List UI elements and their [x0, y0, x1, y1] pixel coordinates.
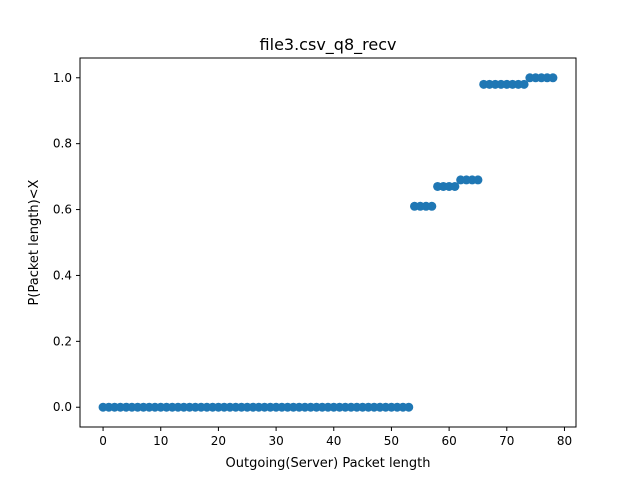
- y-axis: 0.0 0.2 0.4 0.6 0.8 1.0: [53, 71, 80, 414]
- y-axis-label: P(Packet length)<X: [27, 179, 42, 305]
- y-tick-label: 0.2: [53, 334, 72, 348]
- y-tick-label: 0.8: [53, 137, 72, 151]
- scatter-series: [98, 73, 558, 412]
- data-point: [427, 201, 437, 211]
- x-tick-label: 40: [326, 434, 341, 448]
- data-point: [473, 175, 483, 185]
- data-point: [450, 181, 460, 191]
- y-tick-label: 0.6: [53, 203, 72, 217]
- x-tick-label: 80: [557, 434, 572, 448]
- x-tick-label: 70: [499, 434, 514, 448]
- x-tick-label: 0: [99, 434, 107, 448]
- data-point: [404, 402, 414, 412]
- y-tick-label: 0.4: [53, 268, 72, 282]
- plot-frame: [79, 57, 577, 428]
- chart-title: file3.csv_q8_recv: [260, 35, 397, 55]
- data-point: [519, 79, 529, 89]
- data-point: [548, 73, 558, 83]
- x-axis: 0 10 20 30 40 50 60 70 80: [99, 427, 572, 448]
- y-tick-label: 0.0: [53, 400, 72, 414]
- y-tick-label: 1.0: [53, 71, 72, 85]
- x-tick-label: 50: [384, 434, 399, 448]
- x-axis-label: Outgoing(Server) Packet length: [226, 456, 431, 471]
- x-tick-label: 30: [268, 434, 283, 448]
- x-tick-label: 10: [153, 434, 168, 448]
- x-tick-label: 60: [441, 434, 456, 448]
- x-tick-label: 20: [211, 434, 226, 448]
